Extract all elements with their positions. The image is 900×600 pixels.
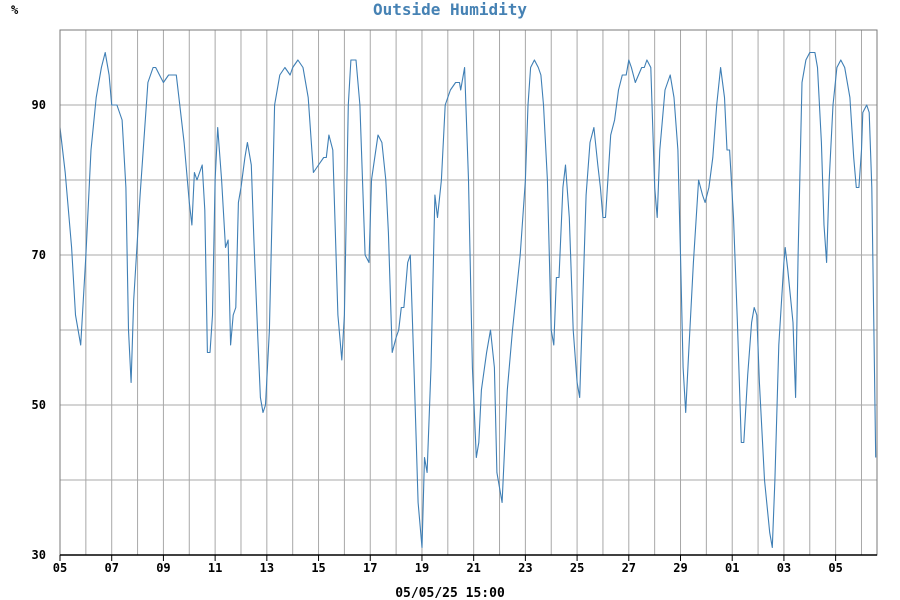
x-tick-label: 19 <box>415 561 429 575</box>
y-tick-label: 30 <box>32 548 46 562</box>
x-tick-label: 29 <box>673 561 687 575</box>
x-tick-label: 13 <box>260 561 274 575</box>
plot-frame <box>59 29 878 556</box>
x-tick-label: 05 <box>828 561 842 575</box>
x-tick-label: 17 <box>363 561 377 575</box>
x-tick-label: 15 <box>311 561 325 575</box>
x-tick-label: 09 <box>156 561 170 575</box>
x-tick-label: 25 <box>570 561 584 575</box>
y-axis-unit-label: % <box>11 3 19 17</box>
humidity-series-line <box>59 51 877 549</box>
x-tick-label: 21 <box>466 561 480 575</box>
y-tick-label: 90 <box>32 98 46 112</box>
x-tick-label: 11 <box>208 561 222 575</box>
grid-lines <box>60 30 877 555</box>
x-tick-label: 27 <box>622 561 636 575</box>
x-tick-label: 05 <box>53 561 67 575</box>
y-tick-label: 70 <box>32 248 46 262</box>
x-tick-label: 23 <box>518 561 532 575</box>
x-tick-label: 03 <box>777 561 791 575</box>
series-layer <box>59 51 877 549</box>
y-tick-label: 50 <box>32 398 46 412</box>
x-axis-label: 05/05/25 15:00 <box>395 586 505 600</box>
axes: 05 07 09 11 13 15 17 19 21 23 25 27 29 01 03 05 30 50 70 90 <box>32 29 878 575</box>
chart-title: Outside Humidity <box>373 0 527 19</box>
x-tick-label: 07 <box>104 561 118 575</box>
x-tick-label: 01 <box>725 561 739 575</box>
